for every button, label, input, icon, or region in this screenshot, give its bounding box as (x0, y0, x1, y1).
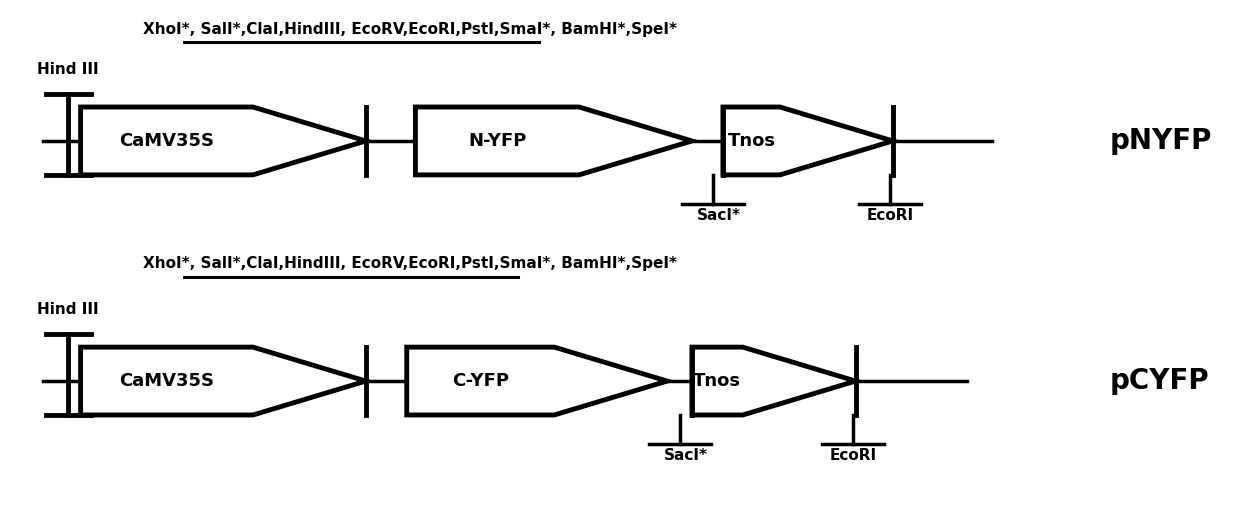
Text: pNYFP: pNYFP (1110, 127, 1213, 155)
Text: N-YFP: N-YFP (467, 132, 527, 150)
Polygon shape (81, 347, 366, 415)
Text: EcoRI: EcoRI (867, 208, 914, 223)
Polygon shape (415, 107, 692, 175)
Text: Tnos: Tnos (693, 372, 742, 390)
Polygon shape (407, 347, 667, 415)
Text: SacI*: SacI* (663, 448, 708, 463)
Polygon shape (81, 107, 366, 175)
Text: XhoI*, SalI*,ClaI,HindIII, EcoRV,EcoRI,PstI,SmaI*, BamHI*,SpeI*: XhoI*, SalI*,ClaI,HindIII, EcoRV,EcoRI,P… (143, 21, 677, 37)
Text: Hind III: Hind III (37, 62, 99, 77)
Polygon shape (692, 347, 856, 415)
Text: EcoRI: EcoRI (830, 448, 877, 463)
Text: Hind III: Hind III (37, 302, 99, 317)
Text: CaMV35S: CaMV35S (119, 372, 215, 390)
Text: XhoI*, SalI*,ClaI,HindIII, EcoRV,EcoRI,PstI,SmaI*, BamHI*,SpeI*: XhoI*, SalI*,ClaI,HindIII, EcoRV,EcoRI,P… (143, 256, 677, 271)
Polygon shape (723, 107, 893, 175)
Text: Tnos: Tnos (728, 132, 775, 150)
Text: pCYFP: pCYFP (1110, 367, 1209, 395)
Text: SacI*: SacI* (697, 208, 742, 223)
Text: CaMV35S: CaMV35S (119, 132, 215, 150)
Text: C-YFP: C-YFP (453, 372, 508, 390)
